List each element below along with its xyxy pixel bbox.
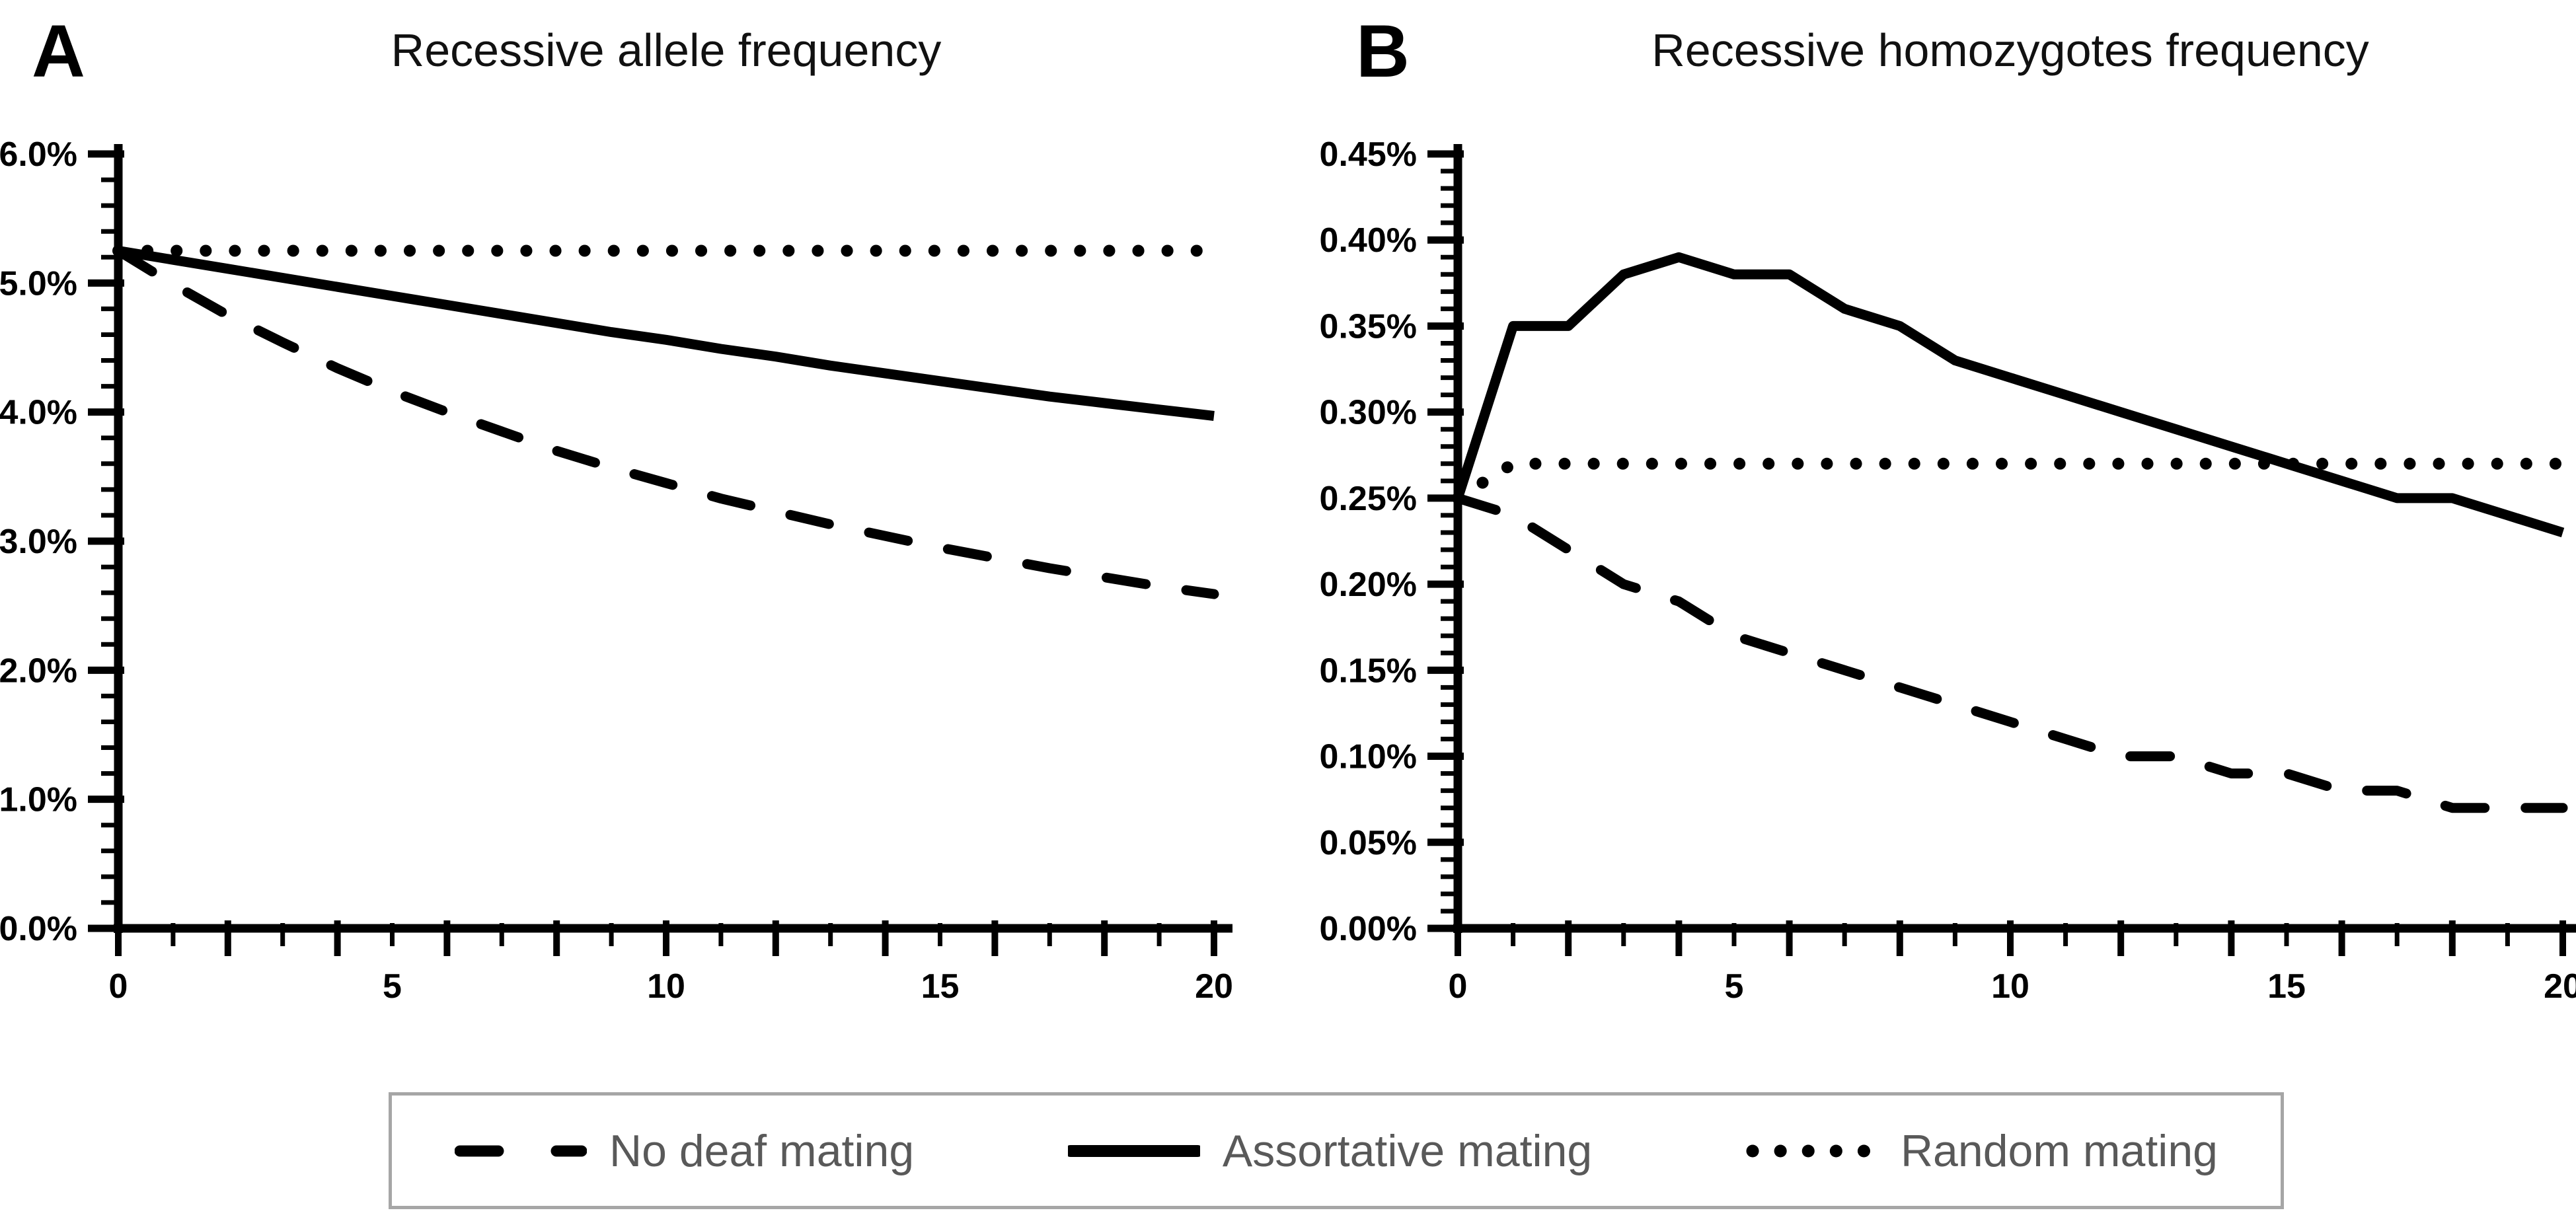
y-tick-label: 1.0% xyxy=(0,781,77,819)
x-tick-label: 0 xyxy=(109,967,128,1006)
series-no-deaf-mating-a xyxy=(113,246,1219,599)
y-tick-label: 0.20% xyxy=(1320,566,1417,604)
y-tick-label: 5.0% xyxy=(0,264,77,303)
dotted-line-icon xyxy=(1746,1144,1878,1157)
x-tick-label: 10 xyxy=(1991,967,2029,1006)
y-tick-label: 0.15% xyxy=(1320,651,1417,690)
panel-title-a: Recessive allele frequency xyxy=(391,24,942,76)
y-tick-label: 0.30% xyxy=(1320,394,1417,432)
y-tick-label: 3.0% xyxy=(0,523,77,561)
dashed-line-icon xyxy=(455,1145,587,1156)
x-tick-label: 20 xyxy=(2544,967,2576,1006)
panel-title-b: Recessive homozygotes frequency xyxy=(1651,24,2369,76)
solid-line-icon xyxy=(1067,1144,1200,1157)
series-random-mating-b xyxy=(1452,457,2569,504)
panel-letter-a: A xyxy=(32,10,85,93)
y-tick-label: 0.0% xyxy=(0,910,77,948)
legend: No deaf mating Assortative mating Random… xyxy=(389,1092,2284,1209)
series-assortative-mating-a xyxy=(117,246,1215,421)
x-tick-label: 20 xyxy=(1195,967,1233,1006)
legend-item-random-mating: Random mating xyxy=(1746,1125,2218,1177)
y-tick-label: 0.05% xyxy=(1320,824,1417,862)
series-no-deaf-mating-b xyxy=(1453,493,2568,813)
y-tick-label: 0.00% xyxy=(1320,910,1417,948)
x-tick-label: 15 xyxy=(2267,967,2306,1006)
legend-label-assortative-mating: Assortative mating xyxy=(1222,1125,1593,1176)
x-tick-label: 15 xyxy=(921,967,960,1006)
y-tick-label: 0.40% xyxy=(1320,221,1417,260)
panel-letter-b: B xyxy=(1356,10,1410,93)
x-tick-label: 5 xyxy=(1725,967,1744,1006)
y-tick-label: 0.35% xyxy=(1320,307,1417,346)
x-tick-label: 0 xyxy=(1449,967,1468,1006)
legend-label-random-mating: Random mating xyxy=(1900,1125,2218,1176)
y-tick-label: 0.10% xyxy=(1320,738,1417,776)
y-tick-label: 0.45% xyxy=(1320,135,1417,174)
y-tick-label: 0.25% xyxy=(1320,480,1417,518)
series-assortative-mating-b xyxy=(1453,252,2565,538)
y-tick-label: 4.0% xyxy=(0,394,77,432)
legend-item-no-deaf-mating: No deaf mating xyxy=(455,1125,914,1177)
legend-item-assortative-mating: Assortative mating xyxy=(1067,1125,1593,1177)
x-tick-label: 10 xyxy=(647,967,685,1006)
x-tick-label: 5 xyxy=(383,967,402,1006)
y-tick-label: 2.0% xyxy=(0,651,77,690)
legend-label-no-deaf-mating: No deaf mating xyxy=(609,1125,915,1176)
y-tick-label: 6.0% xyxy=(0,135,77,174)
